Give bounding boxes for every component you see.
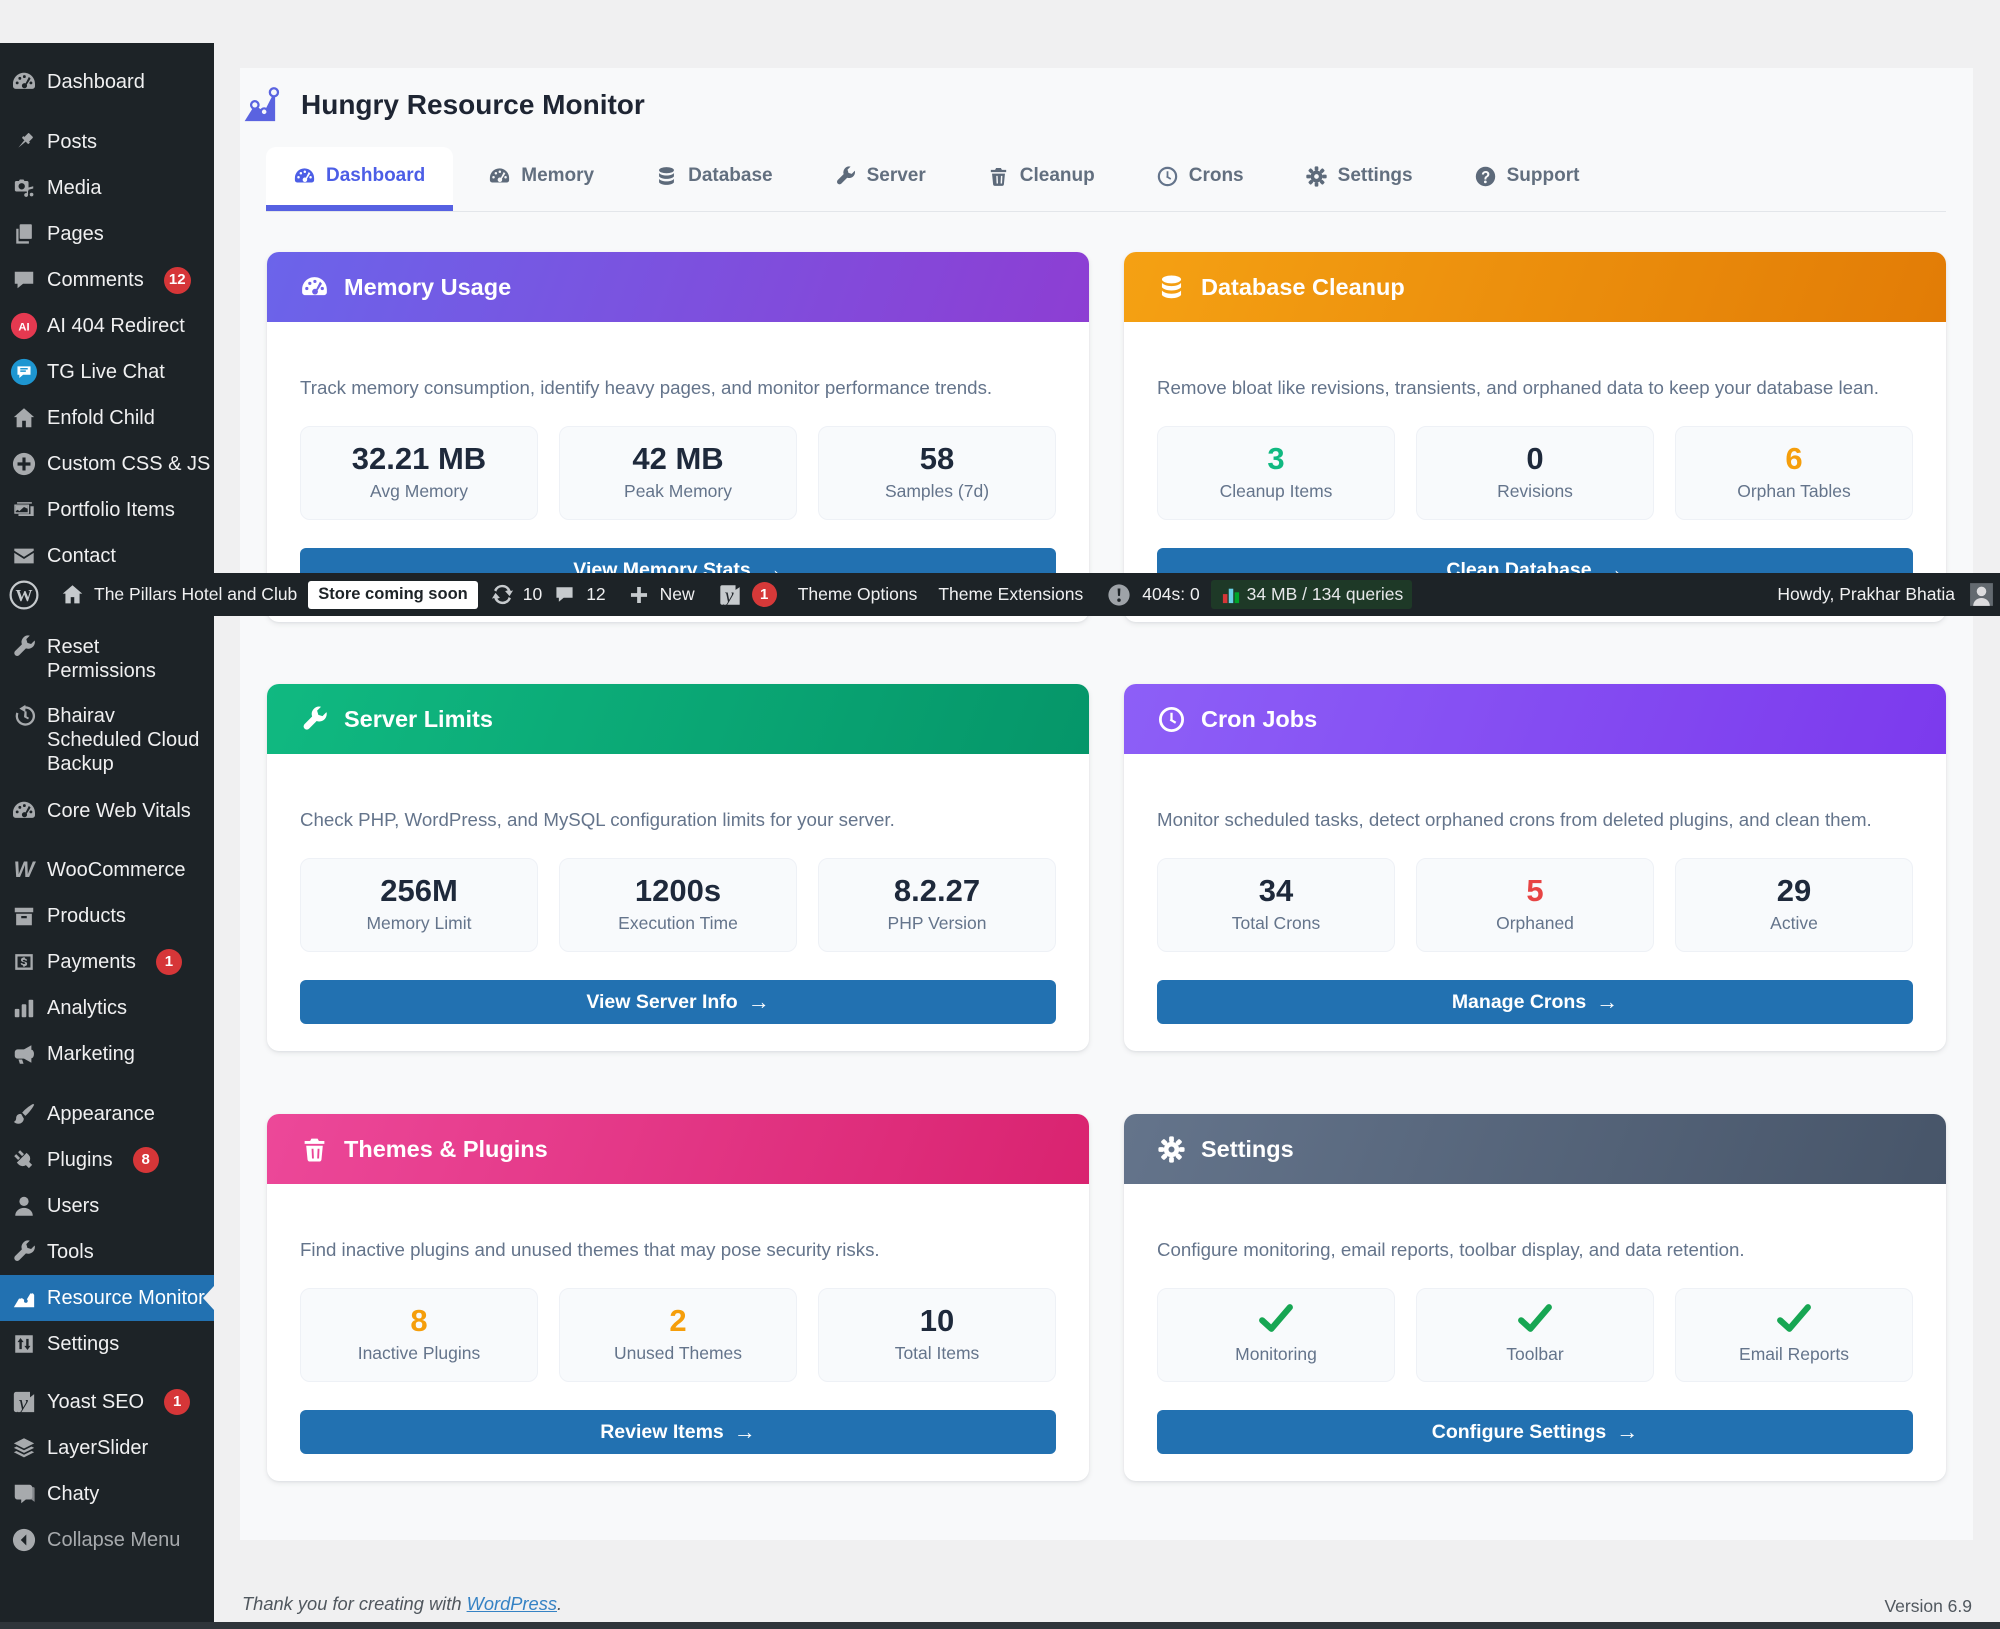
svg-text:AI: AI: [18, 322, 29, 334]
svg-text:W: W: [16, 586, 33, 605]
svg-text:y: y: [722, 584, 734, 606]
